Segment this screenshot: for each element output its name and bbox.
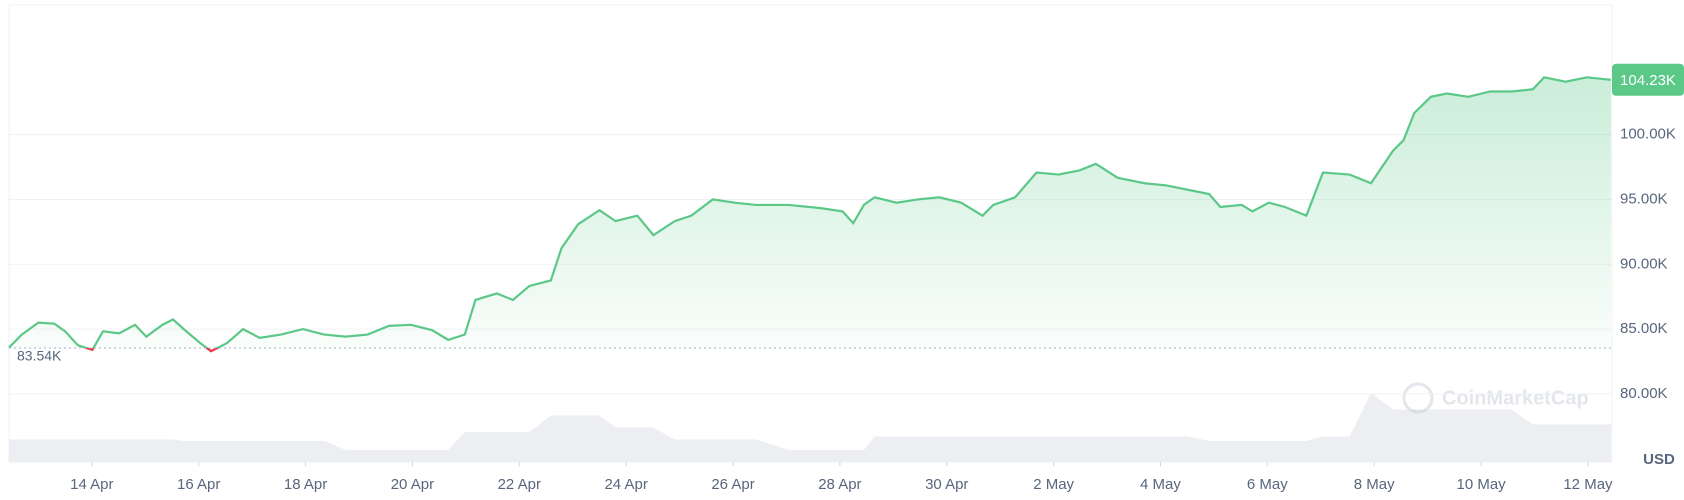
price-line: [8, 76, 1612, 349]
x-tick-label: 4 May: [1140, 476, 1181, 493]
x-tick-label: 18 Apr: [284, 476, 327, 493]
x-tick-label: 22 Apr: [498, 476, 541, 493]
y-tick-label: 100.00K: [1620, 126, 1676, 143]
x-tick-label: 20 Apr: [391, 476, 434, 493]
watermark: CoinMarketCap: [1402, 382, 1589, 414]
y-tick-label: 90.00K: [1620, 255, 1668, 272]
currency-label: USD: [1643, 451, 1675, 468]
x-tick-label: 14 Apr: [70, 476, 113, 493]
x-tick-label: 24 Apr: [604, 476, 647, 493]
price-area: [9, 77, 1611, 349]
last-price-label: 104.23K: [1620, 72, 1676, 89]
price-line-below: [9, 348, 220, 353]
last-price-tag: [1612, 63, 1684, 96]
x-tick-label: 16 Apr: [177, 476, 220, 493]
volume-area: [9, 393, 1611, 462]
baseline-label: 83.54K: [17, 348, 62, 364]
x-tick-label: 2 May: [1033, 476, 1074, 493]
x-tick-label: 10 May: [1456, 476, 1506, 493]
y-tick-label: 95.00K: [1620, 190, 1668, 207]
watermark-text: CoinMarketCap: [1442, 387, 1589, 409]
x-tick-label: 6 May: [1247, 476, 1288, 493]
y-tick-label: 85.00K: [1620, 320, 1668, 337]
x-tick-label: 26 Apr: [711, 476, 754, 493]
x-tick-label: 8 May: [1354, 476, 1395, 493]
x-tick-label: 28 Apr: [818, 476, 861, 493]
x-tick-label: 12 May: [1563, 476, 1613, 493]
y-tick-label: 80.00K: [1620, 385, 1668, 402]
x-tick-label: 30 Apr: [925, 476, 968, 493]
